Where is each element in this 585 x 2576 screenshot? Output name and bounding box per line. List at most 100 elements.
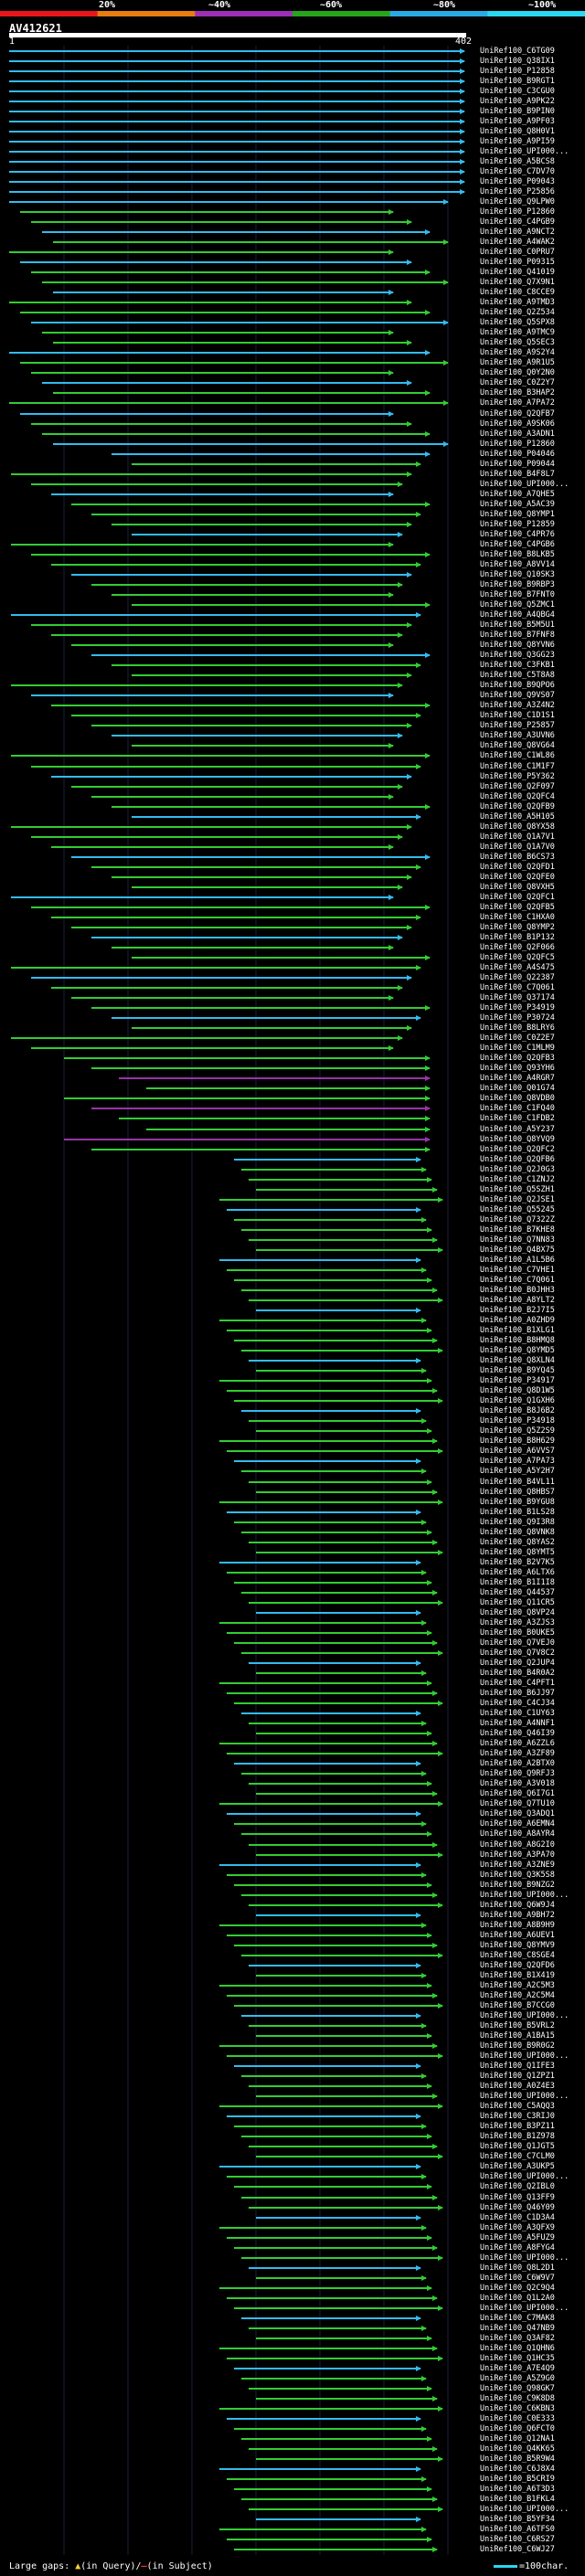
subject-label[interactable]: UniRef100_A5AC39 — [480, 500, 555, 509]
subject-label[interactable]: UniRef100_A3V018 — [480, 1779, 555, 1788]
subject-label[interactable]: UniRef100_A5Y237 — [480, 1125, 555, 1134]
subject-label[interactable]: UniRef100_B8LRY6 — [480, 1023, 555, 1033]
subject-label[interactable]: UniRef100_C6W9V7 — [480, 2274, 555, 2283]
subject-label[interactable]: UniRef100_A9S2Y4 — [480, 348, 555, 357]
subject-label[interactable]: UniRef100_A4S475 — [480, 963, 555, 972]
subject-label[interactable]: UniRef100_Q8XLN4 — [480, 1356, 555, 1365]
subject-label[interactable]: UniRef100_A3ZF89 — [480, 1749, 555, 1758]
subject-label[interactable]: UniRef100_B1X419 — [480, 1971, 555, 1980]
subject-label[interactable]: UniRef100_B7CCG0 — [480, 2001, 555, 2010]
subject-label[interactable]: UniRef100_B1I1I8 — [480, 1578, 555, 1587]
subject-label[interactable]: UniRef100_A9NCT2 — [480, 228, 555, 237]
subject-label[interactable]: UniRef100_Q1GXH6 — [480, 1396, 555, 1405]
subject-label[interactable]: UniRef100_Q37174 — [480, 993, 555, 1002]
subject-label[interactable]: UniRef100_C8SGE4 — [480, 1951, 555, 1960]
subject-label[interactable]: UniRef100_B3PZ11 — [480, 2122, 555, 2131]
subject-label[interactable]: UniRef100_Q2QFD1 — [480, 863, 555, 872]
subject-label[interactable]: UniRef100_C1ZNJ2 — [480, 1175, 555, 1184]
subject-label[interactable]: UniRef100_P12858 — [480, 67, 555, 76]
subject-label[interactable]: UniRef100_A9TMC9 — [480, 328, 555, 337]
subject-label[interactable]: UniRef100_A6VVS7 — [480, 1447, 555, 1456]
subject-label[interactable]: UniRef100_Q8VXH5 — [480, 883, 555, 892]
subject-label[interactable]: UniRef100_P09315 — [480, 258, 555, 267]
subject-label[interactable]: UniRef100_B7FNF8 — [480, 631, 555, 640]
subject-label[interactable]: UniRef100_Q8VP24 — [480, 1608, 555, 1617]
subject-label[interactable]: UniRef100_A1BA15 — [480, 2031, 555, 2041]
subject-label[interactable]: UniRef100_C0E333 — [480, 2414, 555, 2423]
subject-label[interactable]: UniRef100_C7DV70 — [480, 167, 555, 176]
subject-label[interactable]: UniRef100_B2J7I5 — [480, 1306, 555, 1315]
subject-label[interactable]: UniRef100_UPI000... — [480, 2253, 569, 2263]
subject-label[interactable]: UniRef100_C0PRU7 — [480, 248, 555, 257]
subject-label[interactable]: UniRef100_Q41019 — [480, 268, 555, 277]
subject-label[interactable]: UniRef100_B9RGT1 — [480, 77, 555, 86]
subject-label[interactable]: UniRef100_A5Z9G0 — [480, 2374, 555, 2383]
subject-label[interactable]: UniRef100_Q8YX58 — [480, 822, 555, 832]
subject-label[interactable]: UniRef100_B1Z978 — [480, 2132, 555, 2141]
subject-label[interactable]: UniRef100_A0ZHD9 — [480, 1316, 555, 1325]
subject-label[interactable]: UniRef100_UPI000... — [480, 2051, 569, 2061]
subject-label[interactable]: UniRef100_Q8YMP2 — [480, 923, 555, 932]
subject-label[interactable]: UniRef100_Q3GG23 — [480, 651, 555, 660]
subject-label[interactable]: UniRef100_C8CCE9 — [480, 288, 555, 297]
subject-label[interactable]: UniRef100_C1UY63 — [480, 1709, 555, 1718]
subject-label[interactable]: UniRef100_Q8HBS7 — [480, 1488, 555, 1497]
subject-label[interactable]: UniRef100_C1WL86 — [480, 751, 555, 760]
subject-label[interactable]: UniRef100_Q9RFJ3 — [480, 1769, 555, 1778]
subject-label[interactable]: UniRef100_A3ADN1 — [480, 429, 555, 439]
subject-label[interactable]: UniRef100_B6JJ97 — [480, 1689, 555, 1698]
subject-label[interactable]: UniRef100_P30724 — [480, 1013, 555, 1023]
subject-label[interactable]: UniRef100_P09044 — [480, 460, 555, 469]
subject-label[interactable]: UniRef100_Q8YMP1 — [480, 510, 555, 519]
subject-label[interactable]: UniRef100_Q2QFC1 — [480, 893, 555, 902]
subject-label[interactable]: UniRef100_B0UKE5 — [480, 1628, 555, 1638]
subject-label[interactable]: UniRef100_Q5SEC3 — [480, 338, 555, 347]
subject-label[interactable]: UniRef100_Q1A7V1 — [480, 832, 555, 842]
subject-label[interactable]: UniRef100_C3RIJ0 — [480, 2112, 555, 2121]
subject-label[interactable]: UniRef100_A7PA72 — [480, 398, 555, 408]
subject-label[interactable]: UniRef100_Q7VEJ0 — [480, 1638, 555, 1648]
subject-label[interactable]: UniRef100_Q8L2D1 — [480, 2263, 555, 2273]
subject-label[interactable]: UniRef100_A3ZJS3 — [480, 1618, 555, 1627]
subject-label[interactable]: UniRef100_Q1QHN6 — [480, 2344, 555, 2353]
subject-label[interactable]: UniRef100_A6TFS0 — [480, 2525, 555, 2534]
subject-label[interactable]: UniRef100_Q8YMT5 — [480, 1548, 555, 1557]
subject-label[interactable]: UniRef100_Q4BX75 — [480, 1246, 555, 1255]
subject-label[interactable]: UniRef100_Q44537 — [480, 1588, 555, 1597]
subject-label[interactable]: UniRef100_C3CGU0 — [480, 87, 555, 96]
subject-label[interactable]: UniRef100_Q6FCT0 — [480, 2424, 555, 2433]
subject-label[interactable]: UniRef100_UPI000... — [480, 2304, 569, 2313]
subject-label[interactable]: UniRef100_Q8YVQ9 — [480, 1135, 555, 1144]
subject-label[interactable]: UniRef100_Q93YH6 — [480, 1064, 555, 1073]
subject-label[interactable]: UniRef100_P09043 — [480, 177, 555, 186]
subject-label[interactable]: UniRef100_UPI000... — [480, 2011, 569, 2020]
subject-label[interactable]: UniRef100_Q7NN83 — [480, 1235, 555, 1245]
subject-label[interactable]: UniRef100_C1D1S1 — [480, 711, 555, 720]
subject-label[interactable]: UniRef100_A3UKP5 — [480, 2162, 555, 2171]
subject-label[interactable]: UniRef100_Q2QFE0 — [480, 873, 555, 882]
subject-label[interactable]: UniRef100_C4CJ34 — [480, 1699, 555, 1708]
subject-label[interactable]: UniRef100_B8J6B2 — [480, 1406, 555, 1415]
subject-label[interactable]: UniRef100_A3ZNE9 — [480, 1860, 555, 1870]
subject-label[interactable]: UniRef100_Q2QFB7 — [480, 409, 555, 419]
subject-label[interactable]: UniRef100_Q47NB9 — [480, 2324, 555, 2333]
subject-label[interactable]: UniRef100_A8B9H9 — [480, 1921, 555, 1930]
subject-label[interactable]: UniRef100_Q46I39 — [480, 1729, 555, 1738]
subject-label[interactable]: UniRef100_Q13FF9 — [480, 2193, 555, 2202]
subject-label[interactable]: UniRef100_B3HAP2 — [480, 388, 555, 398]
subject-label[interactable]: UniRef100_Q9LPW0 — [480, 197, 555, 207]
subject-label[interactable]: UniRef100_B9YQ45 — [480, 1366, 555, 1375]
subject-label[interactable]: UniRef100_C3FKB1 — [480, 661, 555, 670]
subject-label[interactable]: UniRef100_P34917 — [480, 1376, 555, 1385]
subject-label[interactable]: UniRef100_Q2QFB3 — [480, 1054, 555, 1063]
subject-label[interactable]: UniRef100_A6UEV1 — [480, 1931, 555, 1940]
subject-label[interactable]: UniRef100_C7MAK8 — [480, 2314, 555, 2323]
subject-label[interactable]: UniRef100_Q01G74 — [480, 1084, 555, 1093]
subject-label[interactable]: UniRef100_A9TMD3 — [480, 298, 555, 307]
subject-label[interactable]: UniRef100_C7Q061 — [480, 1276, 555, 1285]
subject-label[interactable]: UniRef100_A7E4Q9 — [480, 2364, 555, 2373]
subject-label[interactable]: UniRef100_A9PI59 — [480, 137, 555, 146]
subject-label[interactable]: UniRef100_C5AQQ3 — [480, 2102, 555, 2111]
subject-label[interactable]: UniRef100_A9R1U5 — [480, 358, 555, 367]
subject-label[interactable]: UniRef100_Q1IFE3 — [480, 2062, 555, 2071]
